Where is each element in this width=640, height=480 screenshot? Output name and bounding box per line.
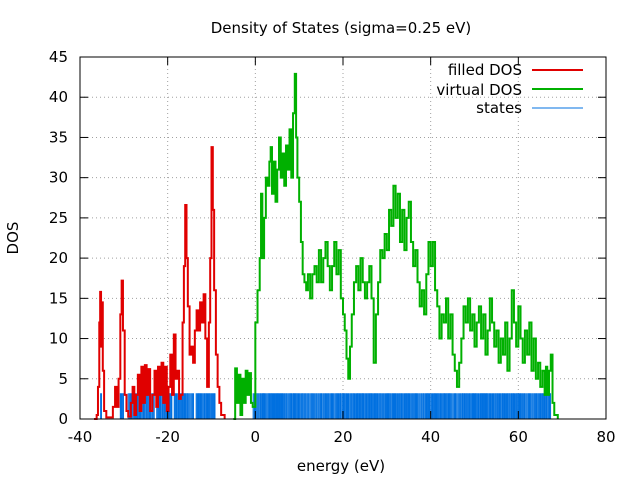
y-tick-label: 15 <box>49 289 68 307</box>
legend-label-virtual-dos: virtual DOS <box>436 81 522 99</box>
y-tick-label: 25 <box>49 209 68 227</box>
y-tick-label: 35 <box>49 128 68 146</box>
y-tick-label: 0 <box>58 410 68 428</box>
y-tick-label: 10 <box>49 330 68 348</box>
series-lines <box>94 72 559 420</box>
series-line-virtual-dos <box>233 72 559 420</box>
y-tick-label: 5 <box>58 370 68 388</box>
y-axis-title: DOS <box>4 222 22 255</box>
x-tick-label: 40 <box>421 428 440 446</box>
x-tick-label: 80 <box>596 428 615 446</box>
chart-title: Density of States (sigma=0.25 eV) <box>211 19 472 37</box>
x-tick-label: -40 <box>68 428 93 446</box>
x-axis-title: energy (eV) <box>297 457 385 475</box>
y-tick-label: 30 <box>49 169 68 187</box>
y-tick-label: 40 <box>49 88 68 106</box>
x-tick-label: -20 <box>155 428 180 446</box>
axis-tick-labels: -40 -20 0 20 40 60 80 0 5 10 15 20 25 30 35 40 45 <box>49 48 616 446</box>
series-line-filled-dos <box>94 146 226 420</box>
legend-label-filled-dos: filled DOS <box>448 61 522 79</box>
y-tick-label: 45 <box>49 48 68 66</box>
x-tick-label: 20 <box>333 428 352 446</box>
x-tick-label: 0 <box>251 428 261 446</box>
y-tick-label: 20 <box>49 249 68 267</box>
legend-label-states: states <box>476 99 522 117</box>
axis-ticks <box>79 56 607 420</box>
x-tick-label: 60 <box>509 428 528 446</box>
legend: filled DOS virtual DOS states <box>436 61 583 117</box>
grid <box>80 57 606 419</box>
